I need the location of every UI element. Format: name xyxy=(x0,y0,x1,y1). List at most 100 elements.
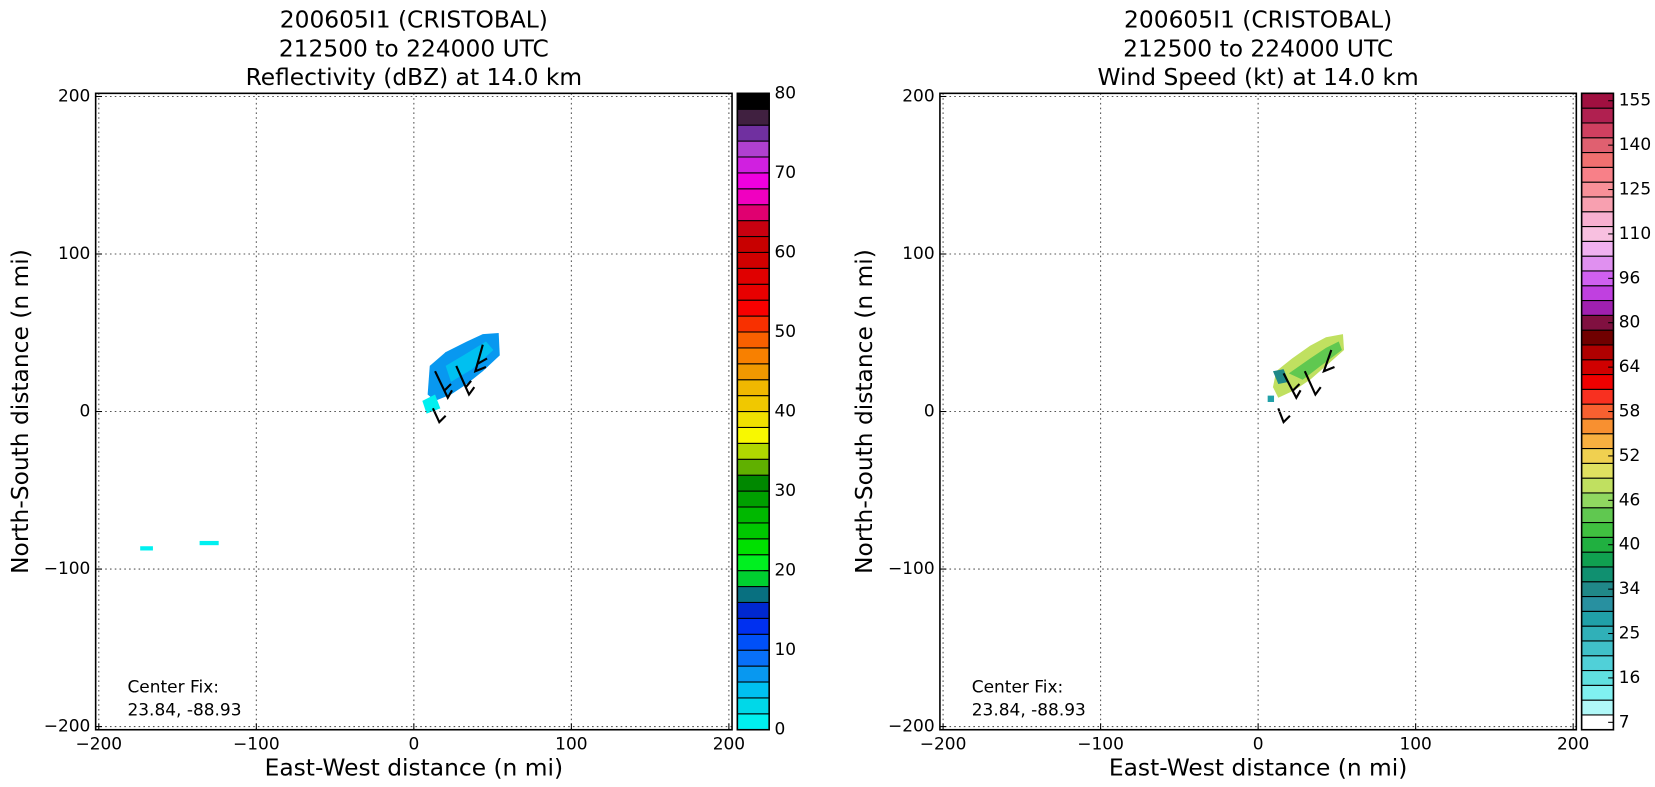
colorbar-cell xyxy=(1581,300,1614,316)
colorbar-cell xyxy=(736,649,770,667)
colorbar-cell xyxy=(736,474,770,492)
plot-frame xyxy=(939,92,1578,731)
y-axis-label: North-South distance (n mi) xyxy=(850,249,878,574)
colorbar-cell xyxy=(736,299,770,317)
colorbar-cell xyxy=(1581,610,1614,627)
y-tick-label: 100 xyxy=(902,244,934,264)
center-fix: 23.84, -88.93 xyxy=(127,701,241,721)
colorbar-cell xyxy=(736,426,770,444)
colorbar-cell xyxy=(736,188,770,206)
colorbar-cell xyxy=(736,633,770,651)
colorbar-tick-label: 96 xyxy=(1619,268,1641,288)
colorbar-cell xyxy=(1581,107,1614,124)
colorbar-cell xyxy=(736,363,770,381)
x-axis-label: East-West distance (n mi) xyxy=(265,753,563,781)
colorbar-cell xyxy=(736,506,770,524)
colorbar-cell xyxy=(736,220,770,238)
colorbar-cell xyxy=(736,124,770,142)
colorbar-cell xyxy=(1581,477,1614,494)
colorbar-cell xyxy=(1581,329,1614,346)
colorbar-cell xyxy=(1581,433,1614,450)
colorbar-cell xyxy=(736,681,770,699)
colorbar-cell xyxy=(736,235,770,253)
x-tick-label: −200 xyxy=(75,735,122,755)
colorbar-cell xyxy=(1581,566,1614,583)
colorbar-cell xyxy=(736,283,770,301)
colorbar-cell xyxy=(1581,211,1614,228)
x-axis-label: East-West distance (n mi) xyxy=(1109,753,1407,781)
plot-frame xyxy=(94,92,733,731)
colorbar-cell xyxy=(1581,255,1614,272)
x-tick-label: 100 xyxy=(555,735,587,755)
center-fix: Center Fix: xyxy=(972,677,1064,697)
colorbar-tick-label: 25 xyxy=(1619,624,1641,644)
x-tick-label: −100 xyxy=(1077,735,1124,755)
x-tick-label: 100 xyxy=(1399,735,1431,755)
colorbar-cell xyxy=(736,411,770,428)
colorbar-cell xyxy=(736,554,770,572)
colorbar-tick-label: 40 xyxy=(1619,535,1641,555)
colorbar-cell xyxy=(736,315,770,333)
center-fix: 23.84, -88.93 xyxy=(972,701,1086,721)
colorbar-tick-label: 10 xyxy=(774,640,796,660)
colorbar-cell xyxy=(736,458,770,476)
y-tick-label: 0 xyxy=(924,402,935,422)
x-tick-label: 200 xyxy=(1557,735,1589,755)
colorbar-cell xyxy=(736,665,770,683)
colorbar-cell xyxy=(736,379,770,397)
colorbar-cell xyxy=(736,92,770,110)
colorbar-cell xyxy=(736,586,770,603)
colorbar-tick-label: 30 xyxy=(774,481,796,501)
colorbar-tick-label: 7 xyxy=(1619,712,1630,732)
colorbar-cell xyxy=(736,140,770,158)
colorbar-tick-label: 34 xyxy=(1619,579,1641,599)
colorbar-tick-label: 125 xyxy=(1619,180,1651,200)
y-tick-label: −100 xyxy=(888,559,935,579)
chart-title: 200605I1 (CRISTOBAL) xyxy=(280,6,548,34)
colorbar-tick-label: 52 xyxy=(1619,446,1641,466)
colorbar-cell xyxy=(1581,640,1614,657)
colorbar-tick-label: 80 xyxy=(1619,313,1641,333)
chart-title: 212500 to 224000 UTC xyxy=(1123,34,1393,62)
colorbar-cell xyxy=(1581,285,1614,302)
colorbar-tick-label: 70 xyxy=(774,163,796,183)
colorbar-cell xyxy=(1581,196,1614,213)
colorbar-tick-label: 20 xyxy=(774,561,796,581)
colorbar-tick-label: 40 xyxy=(774,402,796,422)
y-tick-label: 100 xyxy=(58,244,90,264)
colorbar-cell xyxy=(1581,344,1614,361)
y-axis-label: North-South distance (n mi) xyxy=(6,249,34,574)
colorbar-cell xyxy=(1581,521,1614,538)
colorbar-cell xyxy=(736,347,770,365)
colorbar-cell xyxy=(736,713,770,731)
colorbar-cell xyxy=(1581,655,1614,672)
colorbar-cell xyxy=(1581,551,1614,568)
colorbar-cell xyxy=(736,601,770,619)
colorbar-tick-label: 60 xyxy=(774,242,796,262)
colorbar-cell xyxy=(736,522,770,540)
colorbar-cell xyxy=(736,570,770,588)
colorbar-cell xyxy=(736,442,770,460)
colorbar-cell xyxy=(1581,152,1614,168)
wind-speed-field xyxy=(1267,334,1345,425)
colorbar-cell xyxy=(1581,374,1614,390)
colorbar-tick-label: 80 xyxy=(774,83,796,103)
colorbar-cell xyxy=(1581,388,1614,405)
colorbar-cell xyxy=(1581,240,1614,257)
y-tick-label: −100 xyxy=(44,559,91,579)
colorbar-cell xyxy=(736,538,770,556)
reflectivity-echo xyxy=(140,333,500,551)
y-tick-label: 0 xyxy=(80,402,91,422)
x-tick-label: −100 xyxy=(233,735,280,755)
colorbar-cell xyxy=(1581,507,1614,524)
colorbar-tick-label: 0 xyxy=(774,720,785,740)
colorbar-cell xyxy=(736,172,770,190)
colorbar-cell xyxy=(736,108,770,126)
colorbar-tick-label: 16 xyxy=(1619,668,1641,688)
colorbar-cell xyxy=(1581,418,1614,435)
colorbar-cell xyxy=(1581,462,1614,479)
colorbar-tick-label: 64 xyxy=(1619,357,1641,377)
colorbar-cell xyxy=(736,251,770,269)
chart-title: Reflectivity (dBZ) at 14.0 km xyxy=(246,63,583,91)
